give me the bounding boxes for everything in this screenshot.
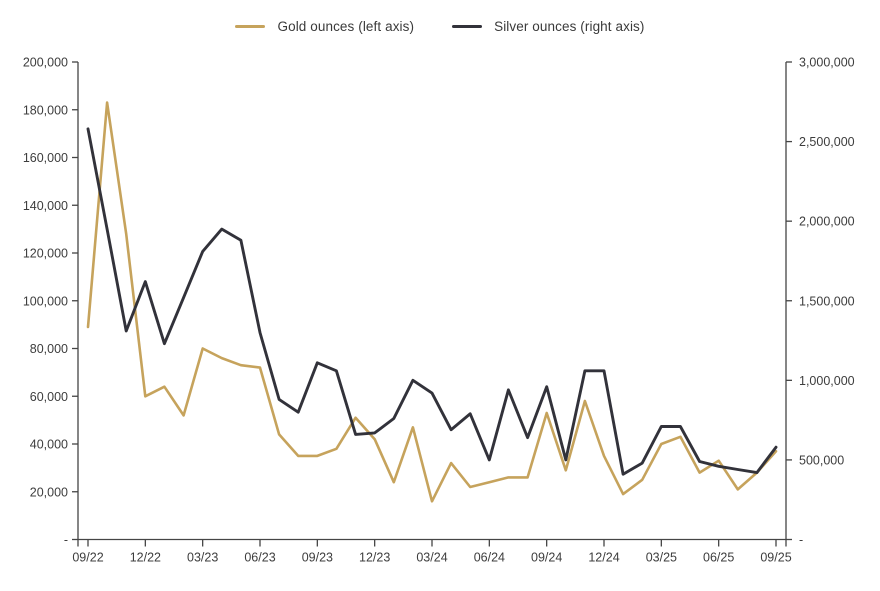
x-axis-tick-label: 09/24 <box>531 551 562 565</box>
y-axis-left-tick-label: 120,000 <box>23 247 68 261</box>
x-axis-tick-label: 09/23 <box>302 551 333 565</box>
legend-label-silver: Silver ounces (right axis) <box>494 19 645 34</box>
x-axis-tick-label: 03/24 <box>416 551 447 565</box>
x-axis-tick-label: 06/24 <box>474 551 505 565</box>
y-axis-left-tick-label: 20,000 <box>30 485 68 499</box>
silver-series-line <box>86 127 778 476</box>
x-axis-tick-label: 09/25 <box>760 551 791 565</box>
legend-item-gold: Gold ounces (left axis) <box>235 19 414 34</box>
y-axis-right-tick-label: 1,500,000 <box>799 294 855 308</box>
y-axis-right-tick-label: 500,000 <box>799 453 844 467</box>
legend-item-silver: Silver ounces (right axis) <box>452 19 644 34</box>
x-axis-tick-label: 03/25 <box>646 551 677 565</box>
y-axis-right-tick-label: - <box>799 533 803 547</box>
x-axis-tick-label: 03/23 <box>187 551 218 565</box>
x-axis-tick-label: 12/23 <box>359 551 390 565</box>
x-axis-tick-label: 06/25 <box>703 551 734 565</box>
y-axis-right-tick-label: 1,000,000 <box>799 374 855 388</box>
y-axis-left-tick-label: 40,000 <box>30 438 68 452</box>
y-axis-left-tick-label: 200,000 <box>23 56 68 70</box>
y-axis-left-tick-label: 180,000 <box>23 103 68 117</box>
y-axis-left-tick-label: 60,000 <box>30 390 68 404</box>
x-axis-tick-label: 12/24 <box>588 551 619 565</box>
y-axis-left-tick-label: 80,000 <box>30 342 68 356</box>
gold-series-line <box>86 101 778 503</box>
x-axis-tick-label: 12/22 <box>130 551 161 565</box>
y-axis-right-tick-label: 3,000,000 <box>799 56 855 70</box>
x-axis-tick-label: 06/23 <box>244 551 275 565</box>
chart-legend: Gold ounces (left axis) Silver ounces (r… <box>0 19 880 34</box>
y-axis-left-tick-label: - <box>64 533 68 547</box>
y-axis-left-tick-label: 100,000 <box>23 294 68 308</box>
y-axis-right-tick-label: 2,000,000 <box>799 215 855 229</box>
y-axis-left-tick-label: 140,000 <box>23 199 68 213</box>
silver-line-swatch-icon <box>452 24 483 29</box>
y-axis-right-tick-label: 2,500,000 <box>799 135 855 149</box>
gold-line-swatch-icon <box>235 24 266 29</box>
y-axis-left-tick-label: 160,000 <box>23 151 68 165</box>
legend-label-gold: Gold ounces (left axis) <box>277 19 415 34</box>
x-axis-tick-label: 09/22 <box>72 551 103 565</box>
